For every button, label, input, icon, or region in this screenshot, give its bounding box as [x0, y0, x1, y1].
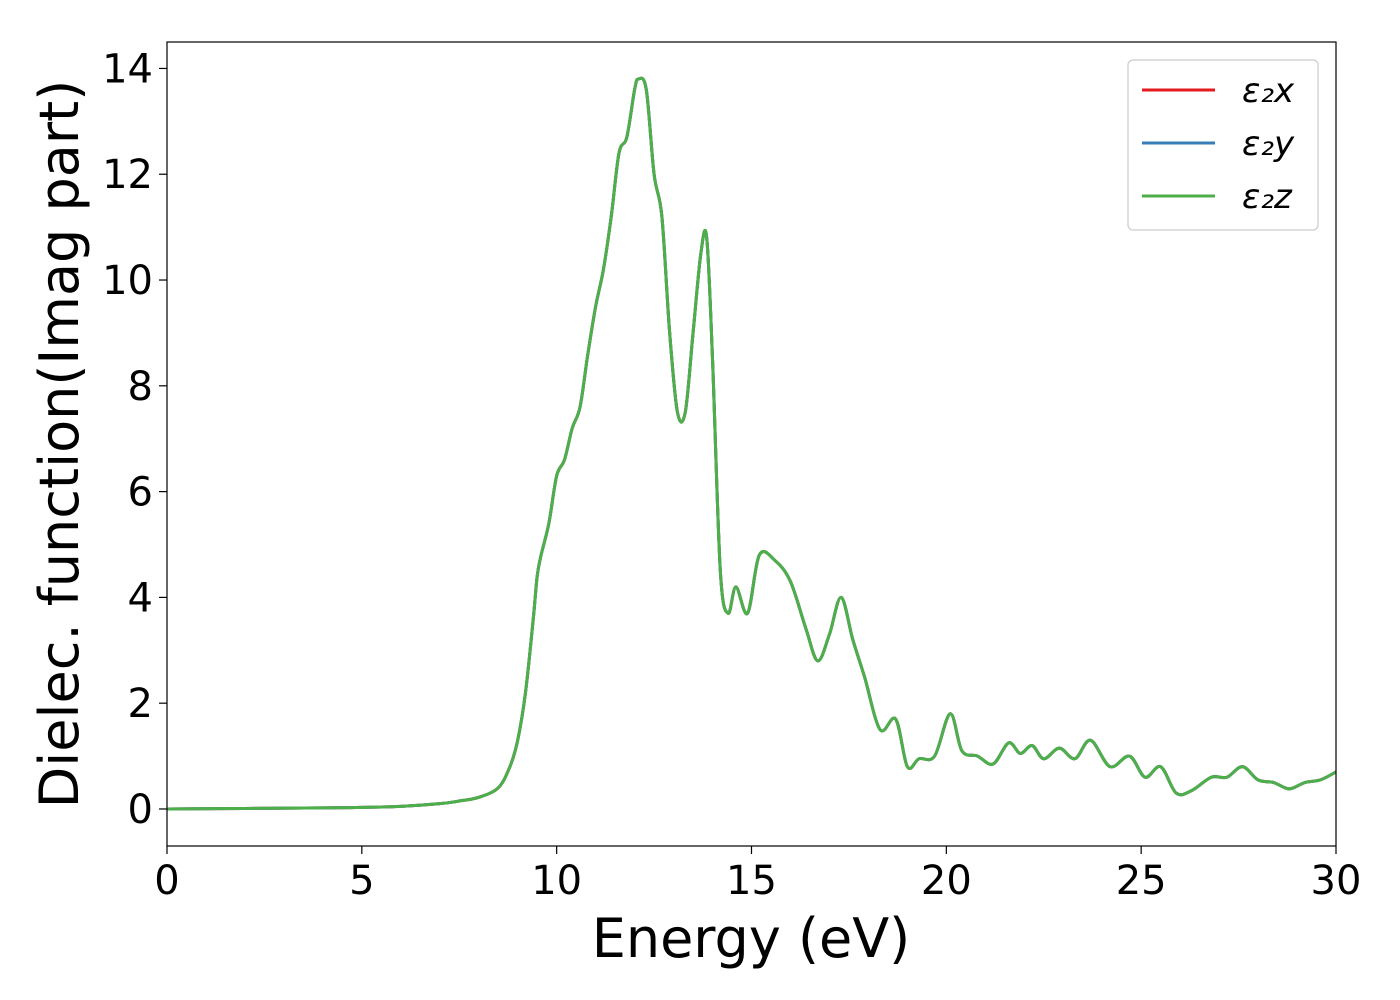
legend-label-y: ε₂y [1242, 124, 1295, 164]
series-line-z [166, 76, 1337, 811]
y-tick-label: 14 [102, 46, 153, 92]
y-tick-label: 8 [128, 364, 153, 410]
x-tick-label: 10 [531, 858, 582, 904]
x-axis-ticks: 0 5 10 15 20 25 30 [154, 846, 1361, 904]
x-tick-label: 30 [1311, 858, 1362, 904]
legend-label-x: ε₂x [1242, 71, 1295, 111]
x-tick-label: 15 [726, 858, 777, 904]
y-tick-label: 6 [128, 470, 153, 516]
x-tick-label: 0 [154, 858, 179, 904]
legend-label-z: ε₂z [1242, 177, 1293, 217]
y-tick-label: 4 [128, 575, 153, 621]
y-tick-label: 2 [128, 681, 153, 727]
legend-box [1127, 59, 1319, 231]
y-axis-title: Dielec. function(Imag part) [28, 80, 91, 809]
legend: ε₂x ε₂y ε₂z [1127, 59, 1319, 231]
series-layer [166, 76, 1337, 811]
x-tick-label: 25 [1116, 858, 1167, 904]
x-axis-title: Energy (eV) [592, 907, 911, 970]
y-tick-label: 12 [102, 152, 153, 198]
y-tick-label: 0 [128, 787, 153, 833]
y-axis-ticks: 0 2 4 6 8 10 12 14 [102, 46, 167, 833]
x-tick-label: 5 [349, 858, 374, 904]
x-tick-label: 20 [921, 858, 972, 904]
y-tick-label: 10 [102, 258, 153, 304]
